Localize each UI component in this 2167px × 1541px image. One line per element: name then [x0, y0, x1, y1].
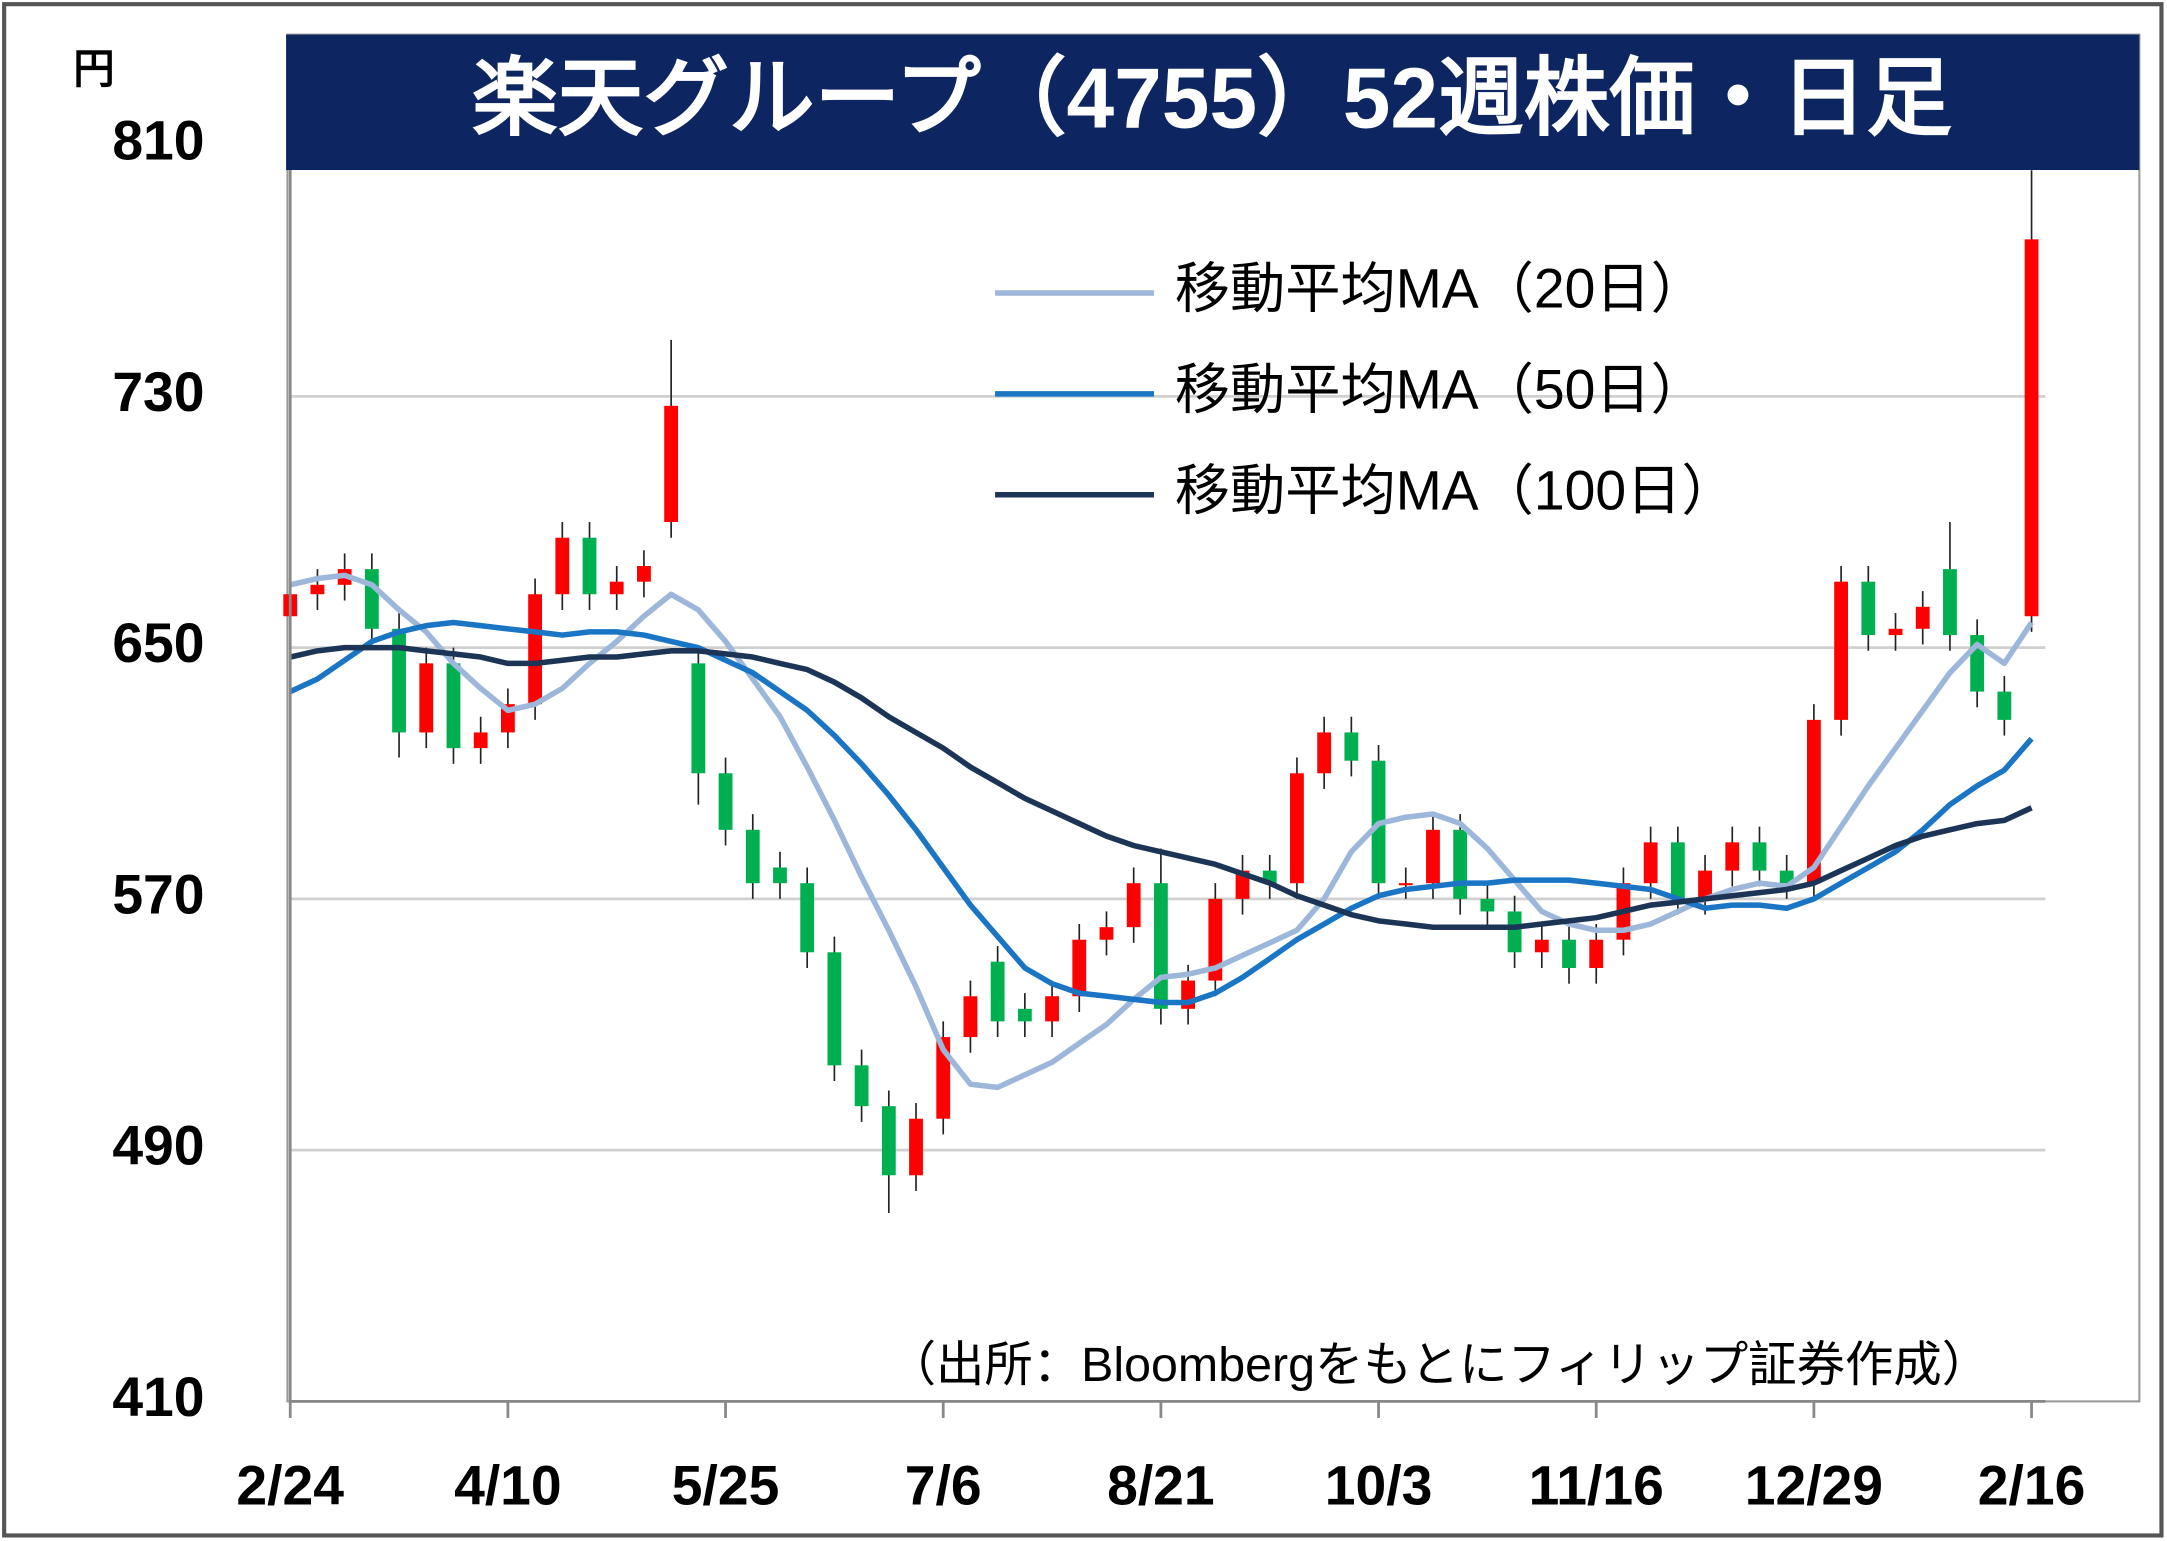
candle-body [1943, 569, 1957, 636]
legend: 移動平均MA（20日） 移動平均MA（50日） 移動平均MA（100日） [995, 258, 1737, 521]
title-banner [286, 34, 2140, 171]
candle-body [664, 405, 679, 523]
ma-line [289, 644, 2033, 930]
candle-body [881, 1106, 896, 1176]
candle-body [854, 1065, 869, 1107]
y-tick-label: 570 [112, 863, 204, 925]
candle-body [2024, 239, 2039, 617]
candle-body [1562, 939, 1576, 968]
candle-body [1752, 842, 1767, 871]
legend-label: 移動平均MA（100日） [1175, 459, 1737, 521]
candle-body [446, 663, 461, 749]
candle-body [1861, 581, 1876, 636]
candle-body [1806, 719, 1821, 884]
candle-body [827, 952, 842, 1066]
candle-body [800, 883, 815, 953]
axes: 410 490 570 650 730 810 2/24 4/10 5/25 7/6 8/21 10/… [112, 110, 2085, 1517]
candle-body [555, 537, 570, 595]
candle-body [1398, 883, 1413, 886]
candle-body [419, 663, 434, 733]
candle-body [718, 773, 733, 830]
candle-body [473, 732, 488, 749]
candle-body [1045, 996, 1059, 1022]
candle-body [1317, 732, 1332, 774]
y-unit: 円 [73, 45, 114, 92]
x-tick-label: 8/21 [1107, 1454, 1215, 1516]
candle-body [582, 537, 597, 595]
candle-body [609, 581, 624, 595]
x-tick-label: 2/16 [1978, 1454, 2086, 1516]
candle-body [1534, 939, 1549, 953]
candle-body [1480, 898, 1495, 912]
candle-body [1670, 842, 1685, 899]
candle-body [745, 829, 760, 884]
candle-body [364, 569, 379, 629]
plot [283, 170, 2039, 1213]
candle-body [1208, 898, 1223, 981]
source-note: （出所：Bloombergをもとにフィリップ証券作成） [888, 1338, 1990, 1392]
candle-body [963, 996, 978, 1038]
candle-body [1017, 1008, 1032, 1022]
candle-body [1507, 911, 1522, 953]
candle-body [1997, 691, 2012, 720]
candle-body [990, 961, 1005, 1022]
candle-body [691, 663, 706, 774]
candle-body [1453, 829, 1468, 899]
y-tick-label: 730 [112, 361, 204, 423]
candle-body [1099, 927, 1114, 940]
ma-line [289, 619, 2034, 1006]
legend-label: 移動平均MA（50日） [1175, 359, 1706, 421]
x-tick-label: 4/10 [454, 1454, 562, 1516]
y-tick-label: 810 [112, 110, 204, 172]
candle-body [1698, 870, 1712, 899]
x-tick-label: 2/24 [236, 1454, 344, 1516]
x-tick-label: 12/29 [1745, 1454, 1883, 1516]
candle-body [392, 628, 406, 733]
candle-body [1426, 829, 1440, 884]
candle-body [773, 867, 787, 884]
candle-body [1779, 870, 1794, 884]
ma-line [289, 572, 2034, 1091]
candle-body [1153, 883, 1168, 1009]
y-tick-label: 650 [112, 612, 204, 674]
candle-body [909, 1118, 923, 1176]
candle-body [637, 565, 651, 582]
y-tick-label: 490 [112, 1115, 204, 1177]
candle-body [1725, 842, 1740, 871]
x-tick-label: 10/3 [1325, 1454, 1433, 1516]
chart-title: 楽天グループ（4755）52週株価・日足 [472, 51, 1952, 147]
x-tick-label: 7/6 [905, 1454, 982, 1516]
x-tick-label: 11/16 [1529, 1454, 1664, 1516]
candle-body [1888, 628, 1903, 636]
candle-body [1834, 581, 1849, 720]
candle-body [1643, 842, 1658, 884]
candle-body [310, 584, 325, 595]
candle-body [1589, 939, 1604, 968]
candle-body [1344, 732, 1359, 761]
candle-body [1126, 883, 1141, 928]
candle-body [1290, 773, 1304, 884]
x-tick-label: 5/25 [672, 1454, 780, 1516]
candle-body [1072, 939, 1087, 997]
legend-label: 移動平均MA（20日） [1175, 258, 1706, 320]
candle-body [1915, 606, 1930, 629]
y-tick-label: 410 [112, 1366, 204, 1428]
candle-body [528, 594, 543, 705]
